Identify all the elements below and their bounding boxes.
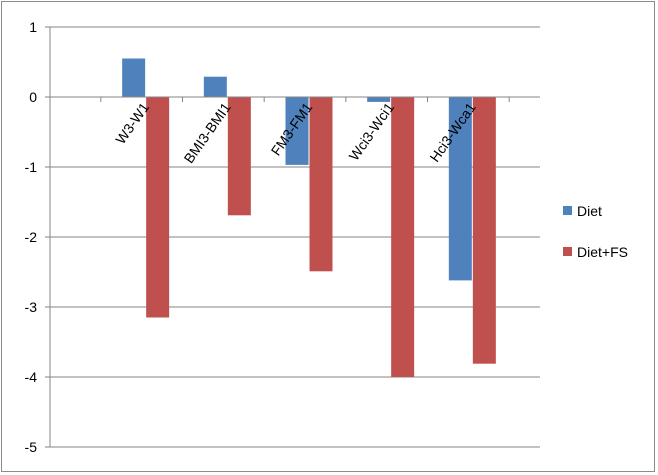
bar-diet-fs (391, 97, 415, 377)
y-tick-label: -5 (25, 439, 38, 455)
legend: Diet Diet+FS (563, 203, 628, 260)
bar-diet-fs (472, 97, 496, 364)
legend-swatch (563, 206, 572, 215)
legend-label: Diet+FS (577, 244, 628, 260)
bar-diet-fs (227, 97, 251, 216)
category-label: BMI3-BMI1 (181, 99, 234, 166)
y-tick-label: -2 (25, 229, 38, 245)
bar-diet (448, 97, 472, 281)
bar-diet (122, 58, 146, 97)
bar-diet (285, 97, 309, 165)
y-tick-label: -4 (25, 369, 38, 385)
bars (122, 58, 496, 377)
y-tick-label: -3 (25, 299, 38, 315)
y-tick-label: -1 (25, 159, 38, 175)
bar-diet-fs (309, 97, 333, 272)
category-label: Wci3-Wci1 (346, 99, 398, 163)
axes (45, 26, 540, 448)
y-tick-label: 1 (29, 19, 37, 35)
bar-diet (203, 76, 227, 97)
y-tick-label: 0 (29, 89, 37, 105)
legend-swatch (563, 247, 572, 256)
bar-diet (367, 97, 391, 102)
bar-diet-fs (146, 97, 170, 318)
legend-label: Diet (577, 203, 602, 219)
